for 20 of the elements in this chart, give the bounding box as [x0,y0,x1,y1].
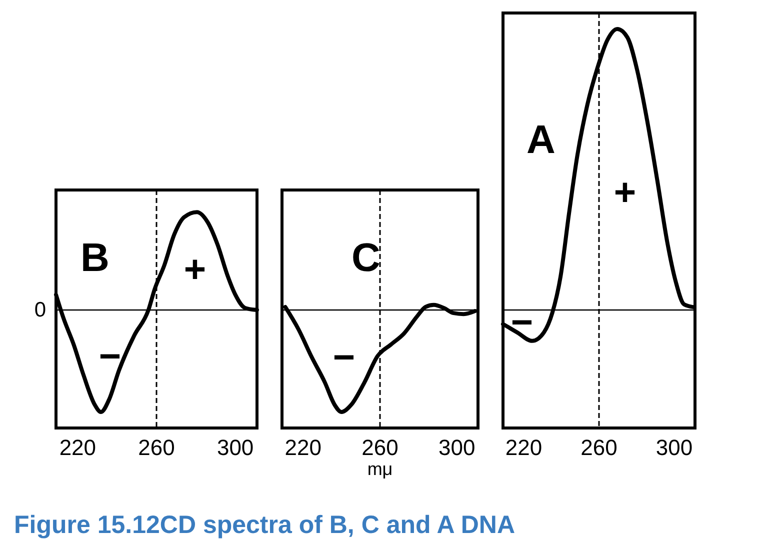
x-tick-label: 300 [438,435,476,460]
annotation: − [98,336,122,378]
x-tick-label: 220 [505,435,542,460]
annotation: + [614,172,636,214]
annotation: − [510,302,534,344]
x-tick-label: 260 [362,435,398,460]
text: A [526,118,556,162]
ref-line-label: 0 [34,298,46,322]
text: B [80,236,110,280]
annotation: + [184,249,206,291]
chart-title: C [352,236,380,280]
x-tick-label: 220 [59,435,96,460]
x-tick-label: 300 [656,435,693,460]
caption: Figure 15.12CD spectra of B, C and A DNA [14,511,516,539]
x-tick-label: 260 [138,435,175,460]
x-tick-label: 260 [580,435,618,460]
x-tick-label: 300 [216,435,254,460]
x-tick-label: 220 [284,435,322,460]
annotation: − [332,337,356,379]
x-axis-title: mμ [367,459,393,479]
